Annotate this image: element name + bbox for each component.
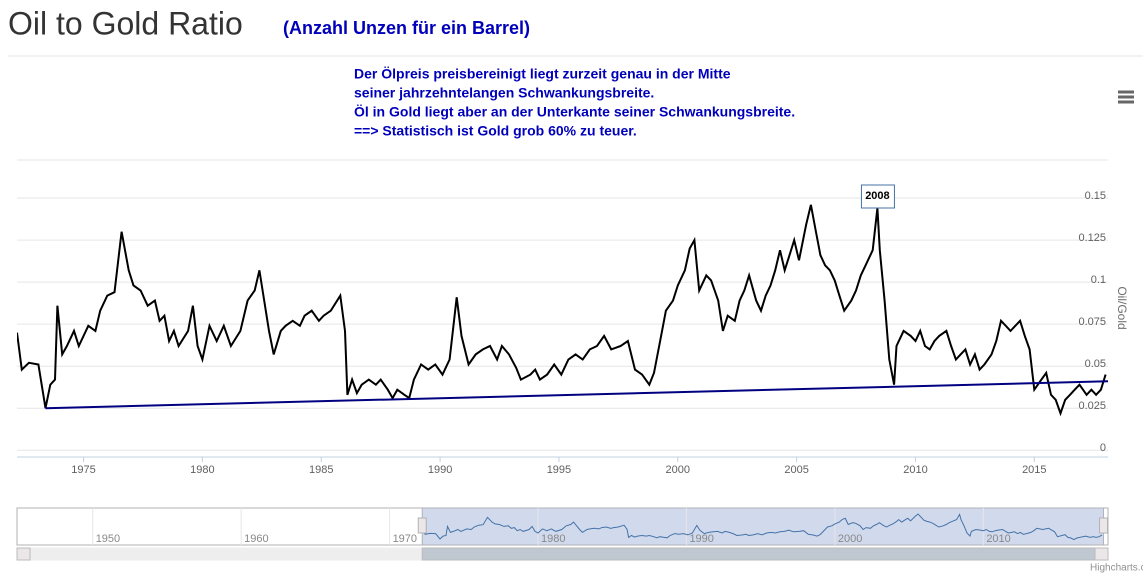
- x-tick-label: 1980: [190, 464, 214, 476]
- navigator-handle[interactable]: [1099, 517, 1109, 534]
- navigator-handle[interactable]: [417, 517, 427, 534]
- y-tick-label: 0.05: [1085, 358, 1106, 370]
- x-tick-label: 2015: [1022, 464, 1046, 476]
- navigator-tick-label: 2000: [838, 533, 862, 545]
- navigator-tick-label: 1960: [244, 533, 268, 545]
- y-tick-label: 0.15: [1085, 190, 1106, 202]
- x-tick-label: 2005: [784, 464, 808, 476]
- y-tick-label: 0.075: [1078, 316, 1106, 328]
- y-tick-label: 0: [1100, 442, 1106, 454]
- navigator-tick-label: 1950: [96, 533, 120, 545]
- navigator-tick-label: 1980: [541, 533, 565, 545]
- y-axis-title: Oil/Gold: [1115, 286, 1129, 329]
- credits[interactable]: Highcharts.com: [1090, 563, 1143, 574]
- x-tick-label: 1990: [428, 464, 452, 476]
- x-tick-label: 2000: [666, 464, 690, 476]
- annotation-line: Der Ölpreis preisbereinigt liegt zurzeit…: [354, 66, 731, 82]
- x-tick-label: 2010: [903, 464, 927, 476]
- flag-label: 2008: [865, 190, 889, 202]
- navigator-line: [421, 513, 1103, 541]
- annotation-line: Öl in Gold liegt aber an der Unterkante …: [354, 104, 795, 120]
- navigator-tick-label: 1990: [689, 533, 713, 545]
- navigator-tick-label: 2010: [986, 533, 1010, 545]
- x-tick-label: 1985: [309, 464, 333, 476]
- navigator-tick-label: 1970: [393, 533, 417, 545]
- data-line: [17, 204, 1107, 417]
- flag-box: [860, 184, 895, 209]
- annotation-line: seiner jahrzehntelangen Schwankungsbreit…: [354, 85, 654, 101]
- menu-button[interactable]: [1118, 90, 1134, 104]
- scroll-right[interactable]: [1094, 547, 1109, 561]
- annotation-line: ==> Statistisch ist Gold grob 60% zu teu…: [354, 123, 637, 139]
- subtitle: (Anzahl Unzen für ein Barrel): [283, 18, 530, 38]
- y-tick-label: 0.025: [1078, 400, 1106, 412]
- x-tick-label: 1975: [71, 464, 95, 476]
- scrollbar-thumb[interactable]: [421, 547, 1105, 561]
- x-tick-label: 1995: [547, 464, 571, 476]
- page-title: Oil to Gold Ratio: [8, 5, 243, 41]
- trend-line: [45, 380, 1109, 410]
- y-tick-label: 0.1: [1091, 274, 1106, 286]
- y-tick-label: 0.125: [1078, 232, 1106, 244]
- scroll-left[interactable]: [16, 547, 31, 561]
